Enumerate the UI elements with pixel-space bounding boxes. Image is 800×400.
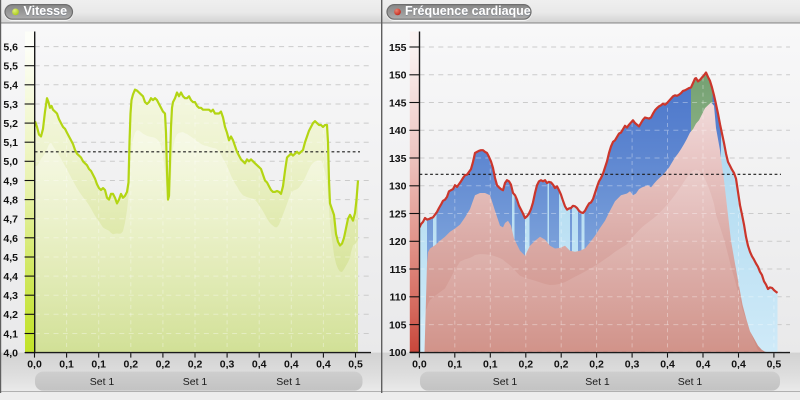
svg-text:130: 130 — [389, 181, 407, 193]
svg-text:0,0: 0,0 — [27, 359, 42, 371]
svg-text:0,1: 0,1 — [59, 359, 74, 371]
svg-text:5,6: 5,6 — [3, 42, 18, 54]
svg-text:0,1: 0,1 — [483, 359, 498, 371]
svg-text:4,6: 4,6 — [3, 233, 18, 245]
svg-text:0,5: 0,5 — [767, 359, 782, 371]
svg-text:145: 145 — [389, 97, 407, 109]
svg-text:Fréquence cardiaque: Fréquence cardiaque — [405, 4, 531, 18]
svg-text:0,3: 0,3 — [625, 359, 640, 371]
svg-text:0,2: 0,2 — [554, 359, 569, 371]
svg-text:4,4: 4,4 — [3, 271, 18, 283]
svg-text:120: 120 — [389, 236, 407, 248]
svg-text:0,1: 0,1 — [91, 359, 106, 371]
svg-text:0,1: 0,1 — [447, 359, 462, 371]
svg-text:0,2: 0,2 — [156, 359, 171, 371]
svg-text:0,0: 0,0 — [412, 359, 427, 371]
svg-text:5,4: 5,4 — [3, 80, 18, 92]
svg-text:0,4: 0,4 — [696, 359, 711, 371]
svg-text:0,2: 0,2 — [123, 359, 138, 371]
svg-text:5,1: 5,1 — [3, 137, 18, 149]
svg-text:4,1: 4,1 — [3, 328, 18, 340]
svg-text:155: 155 — [389, 42, 407, 54]
svg-text:5,3: 5,3 — [3, 99, 18, 111]
svg-text:4,9: 4,9 — [3, 175, 18, 187]
svg-text:140: 140 — [389, 125, 407, 137]
svg-text:4,8: 4,8 — [3, 195, 18, 207]
svg-text:0,2: 0,2 — [518, 359, 533, 371]
svg-text:Vitesse: Vitesse — [24, 5, 68, 19]
svg-text:0,2: 0,2 — [589, 359, 604, 371]
svg-text:Vitesse: Vitesse — [24, 4, 68, 18]
svg-text:150: 150 — [389, 70, 407, 82]
svg-text:Set 1: Set 1 — [183, 376, 208, 388]
svg-text:4,7: 4,7 — [3, 214, 18, 226]
svg-text:105: 105 — [389, 319, 407, 331]
svg-text:115: 115 — [390, 264, 407, 276]
svg-text:0,4: 0,4 — [731, 359, 746, 371]
svg-text:5,2: 5,2 — [3, 118, 18, 130]
svg-text:Set 1: Set 1 — [585, 376, 610, 388]
svg-text:4,2: 4,2 — [3, 309, 18, 321]
svg-text:0,5: 0,5 — [348, 359, 363, 371]
svg-text:4,5: 4,5 — [3, 252, 18, 264]
svg-text:Set 1: Set 1 — [276, 376, 301, 388]
svg-text:0,4: 0,4 — [252, 359, 267, 371]
svg-text:100: 100 — [389, 347, 407, 359]
svg-text:0,4: 0,4 — [316, 359, 331, 371]
svg-text:Set 1: Set 1 — [493, 376, 518, 388]
svg-text:Set 1: Set 1 — [90, 376, 115, 388]
svg-text:4,3: 4,3 — [3, 290, 18, 302]
svg-text:Set 1: Set 1 — [678, 376, 703, 388]
svg-text:Fréquence cardiaque: Fréquence cardiaque — [405, 5, 531, 19]
svg-text:135: 135 — [389, 153, 407, 165]
svg-text:110: 110 — [390, 292, 407, 304]
svg-text:125: 125 — [389, 208, 407, 220]
svg-text:0,4: 0,4 — [660, 359, 675, 371]
svg-text:5,5: 5,5 — [3, 61, 18, 73]
svg-text:0,3: 0,3 — [220, 359, 235, 371]
svg-text:4,0: 4,0 — [3, 348, 18, 360]
svg-text:0,4: 0,4 — [284, 359, 299, 371]
svg-text:0,2: 0,2 — [188, 359, 203, 371]
svg-text:5,0: 5,0 — [3, 156, 18, 168]
